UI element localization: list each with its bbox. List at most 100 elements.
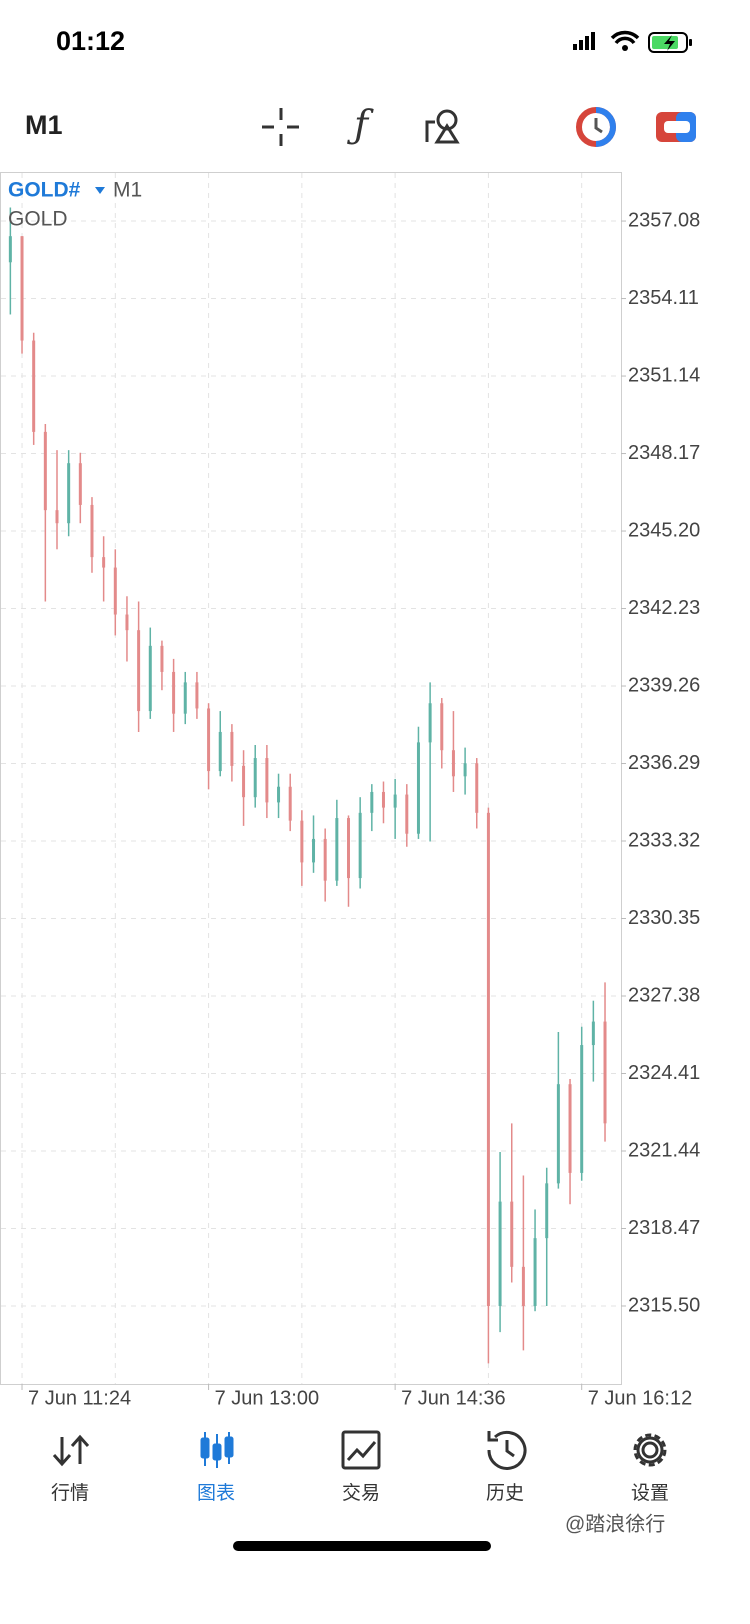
candle-body	[475, 763, 479, 813]
candle-body	[603, 1021, 607, 1124]
objects-button[interactable]	[425, 109, 460, 144]
candle-body	[160, 645, 164, 672]
candle-body	[335, 818, 339, 881]
candle-body	[347, 818, 350, 879]
grid	[1, 173, 621, 1384]
symbol-dropdown[interactable]	[95, 187, 105, 194]
x-tick-label: 7 Jun 14:36	[401, 1387, 506, 1409]
y-tick-label: 2348.17	[628, 442, 700, 464]
candle-body	[521, 1266, 525, 1306]
y-tick-label: 2318.47	[628, 1217, 700, 1239]
y-tick-label: 2327.38	[628, 984, 700, 1006]
tab-label[interactable]: 行情	[51, 1482, 89, 1504]
symbol-description: GOLD	[8, 208, 68, 231]
candle-body	[533, 1238, 537, 1306]
chart-icon[interactable]	[200, 1432, 234, 1468]
candle-body	[207, 708, 211, 772]
trade-icon[interactable]	[341, 1430, 381, 1470]
candle-body	[253, 758, 257, 798]
quotes-icon[interactable]	[52, 1434, 90, 1467]
candle-body	[78, 463, 82, 505]
candle-body	[591, 1021, 595, 1046]
candle-body	[148, 645, 152, 712]
settings-icon[interactable]	[633, 1433, 667, 1467]
candle-body	[416, 742, 420, 834]
tab-bar: 行情 图表 交易 历史 设置	[51, 1482, 669, 1504]
candle-body	[323, 838, 327, 881]
candle-body	[451, 750, 455, 777]
candle-body	[55, 510, 59, 524]
y-tick-label: 2324.41	[628, 1062, 700, 1084]
candle-body	[43, 431, 47, 511]
candle-body	[463, 763, 467, 777]
wifi-dot	[622, 45, 628, 51]
tab-label[interactable]: 交易	[342, 1482, 380, 1504]
tab-label[interactable]: 图表	[197, 1482, 235, 1504]
indicators-button[interactable]: ƒ	[347, 103, 374, 147]
candle-body	[568, 1084, 572, 1173]
candle-body	[32, 340, 36, 432]
history-icon[interactable]	[487, 1430, 527, 1470]
candle-body	[405, 794, 409, 834]
candle-body	[137, 630, 141, 712]
candle-body	[277, 786, 281, 803]
tab-label[interactable]: 设置	[631, 1482, 669, 1504]
candle-body	[300, 820, 304, 863]
signal-icon	[573, 32, 595, 50]
y-tick-label: 2345.20	[628, 519, 700, 541]
y-tick-label: 2330.35	[628, 907, 700, 929]
candle-body	[370, 791, 374, 813]
tab-label[interactable]: 历史	[486, 1482, 524, 1504]
candle-body	[242, 765, 246, 798]
status-time: 01:12	[56, 26, 125, 56]
candle-body	[393, 794, 397, 808]
candle-body	[125, 614, 129, 631]
y-tick-label: 2354.11	[628, 287, 699, 309]
candle-body	[265, 758, 269, 803]
candle-body	[312, 838, 316, 863]
x-tick-label: 7 Jun 11:24	[28, 1387, 131, 1409]
axis-labels: 2357.08 2354.11 2351.14 2348.17 2345.20 2342.…	[21, 209, 700, 1409]
x-tick-label: 7 Jun 16:12	[588, 1387, 693, 1409]
candle-body	[428, 703, 432, 743]
candles	[8, 207, 607, 1364]
candle-body	[183, 682, 187, 714]
timeframes-chart-button[interactable]	[576, 107, 616, 147]
candle-body	[8, 236, 12, 263]
candle-body	[102, 557, 106, 568]
watermark: @踏浪徐行	[565, 1512, 665, 1535]
candle-body	[113, 567, 117, 615]
candle-body	[498, 1201, 502, 1306]
candle-body	[486, 812, 490, 1306]
candle-body	[510, 1201, 514, 1267]
candle-body	[195, 682, 199, 709]
timeframe-button[interactable]: M1	[25, 110, 63, 140]
y-tick-label: 2333.32	[628, 829, 700, 851]
y-tick-label: 2339.26	[628, 674, 700, 696]
candle-body	[556, 1084, 560, 1184]
candle-body	[172, 671, 176, 714]
candle-body	[20, 236, 24, 341]
chart-frame	[0, 172, 622, 1385]
x-tick-label: 7 Jun 13:00	[215, 1387, 320, 1409]
trade-button[interactable]	[656, 112, 696, 142]
crosshair-button[interactable]	[262, 108, 299, 146]
candle-body	[218, 731, 222, 772]
y-tick-label: 2336.29	[628, 752, 700, 774]
battery-icon	[648, 32, 692, 53]
y-tick-label: 2351.14	[628, 364, 700, 386]
candle-body	[230, 731, 234, 766]
tab-icons	[52, 1430, 667, 1470]
candle-body	[358, 812, 362, 879]
chart-timeframe: M1	[113, 179, 142, 202]
y-tick-label: 2321.44	[628, 1139, 700, 1161]
candle-body	[90, 504, 94, 558]
candle-body	[580, 1045, 584, 1173]
home-indicator	[233, 1541, 491, 1551]
candle-body	[381, 791, 385, 808]
candle-body	[67, 463, 71, 524]
candle-body	[545, 1183, 549, 1239]
symbol-label[interactable]: GOLD#	[8, 179, 81, 202]
